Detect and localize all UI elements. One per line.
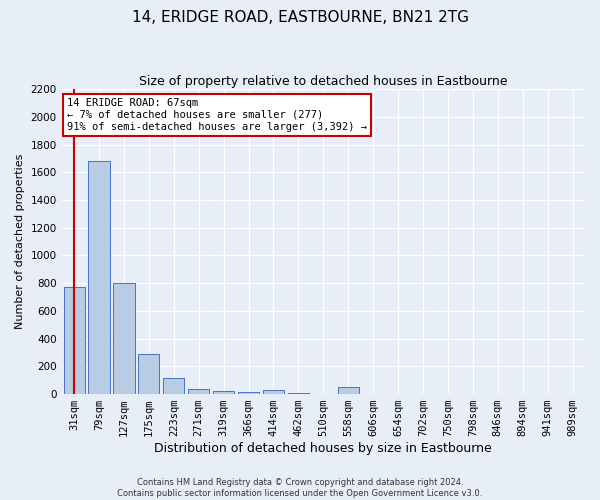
Bar: [64, 288, 85, 394]
Bar: [138, 354, 160, 394]
Bar: [263, 390, 284, 394]
Text: 14 ERIDGE ROAD: 67sqm
← 7% of detached houses are smaller (277)
91% of semi-deta: 14 ERIDGE ROAD: 67sqm ← 7% of detached h…: [67, 98, 367, 132]
Bar: [188, 389, 209, 394]
Bar: [238, 392, 259, 394]
Bar: [163, 378, 184, 394]
Title: Size of property relative to detached houses in Eastbourne: Size of property relative to detached ho…: [139, 75, 508, 88]
Bar: [338, 387, 359, 394]
Bar: [113, 283, 134, 394]
Bar: [288, 393, 309, 394]
Bar: [213, 390, 234, 394]
Bar: [88, 161, 110, 394]
X-axis label: Distribution of detached houses by size in Eastbourne: Distribution of detached houses by size …: [154, 442, 492, 455]
Text: 14, ERIDGE ROAD, EASTBOURNE, BN21 2TG: 14, ERIDGE ROAD, EASTBOURNE, BN21 2TG: [131, 10, 469, 25]
Y-axis label: Number of detached properties: Number of detached properties: [15, 154, 25, 330]
Text: Contains HM Land Registry data © Crown copyright and database right 2024.
Contai: Contains HM Land Registry data © Crown c…: [118, 478, 482, 498]
